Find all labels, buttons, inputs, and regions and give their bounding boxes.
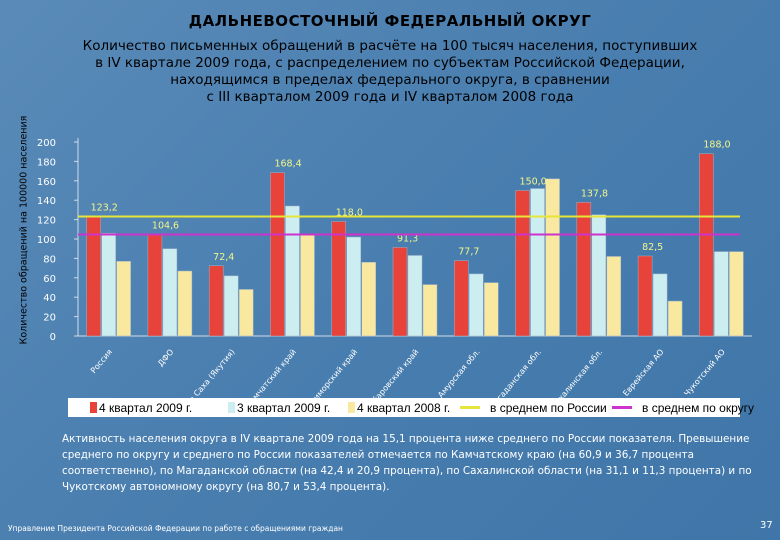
y-tick-label: 80 — [43, 254, 56, 265]
legend-swatch — [228, 402, 235, 413]
legend-label: 4 квартал 2009 г. — [99, 400, 193, 415]
y-tick-label: 100 — [37, 235, 56, 246]
bar — [285, 205, 300, 337]
bar — [545, 178, 560, 337]
bar — [667, 300, 683, 337]
data-label: 118,0 — [336, 208, 363, 219]
legend-label: 3 квартал 2009 г. — [237, 400, 331, 415]
bar — [576, 202, 592, 337]
bar — [116, 261, 131, 337]
bar — [652, 273, 668, 337]
bar — [101, 232, 116, 337]
bar — [637, 255, 653, 337]
data-label: 104,6 — [152, 221, 179, 232]
bar — [606, 256, 622, 337]
bar — [699, 153, 714, 337]
subtitle-line: в IV квартале 2009 года, с распределение… — [95, 55, 685, 71]
legend-item-russia-avg: в среднем по России — [460, 400, 607, 415]
summary-text: Активность населения округа в IV квартал… — [62, 433, 752, 493]
bar — [392, 247, 408, 337]
x-tick-label: Хабаровский край — [364, 348, 420, 400]
bar — [361, 262, 376, 337]
bar-chart: 0 20 40 60 80 100 120 140 160 180 200 123,2 Россия 10… — [37, 138, 752, 400]
legend-item-district-avg: в среднем по округу — [612, 400, 754, 415]
y-tick-label: 40 — [43, 293, 56, 304]
legend-label: в среднем по России — [490, 400, 607, 415]
chart-subtitle: Количество письменных обращений в расчёт… — [30, 38, 750, 106]
y-tick-label: 160 — [37, 177, 56, 188]
x-tick-label: Магаданская обл. — [488, 348, 543, 400]
x-tick-label: Чукотский АО — [682, 348, 727, 399]
legend-item-q4-2009: 4 квартал 2009 г. — [90, 400, 192, 415]
subtitle-line: находящимся в пределах федерального окру… — [170, 72, 610, 88]
bar — [407, 255, 423, 337]
bar — [208, 265, 224, 337]
bar — [729, 251, 744, 337]
bar — [591, 214, 607, 337]
data-label: 150,0 — [520, 177, 547, 188]
y-tick-label: 120 — [37, 216, 56, 227]
x-tick-label: ДФО — [156, 348, 175, 369]
data-label: 123,2 — [91, 202, 118, 213]
page-number: 37 — [760, 520, 773, 531]
x-tick-label: Сахалинская обл. — [549, 348, 604, 400]
page-title: ДАЛЬНЕВОСТОЧНЫЙ ФЕДЕРАЛЬНЫЙ ОКРУГ — [188, 12, 592, 30]
data-label: 91,3 — [397, 233, 418, 244]
data-label: 188,0 — [703, 140, 730, 151]
y-tick-label: 140 — [37, 196, 56, 207]
bar — [515, 190, 530, 337]
data-label: 137,8 — [581, 188, 608, 199]
footer-text: Управление Президента Российской Федерац… — [8, 524, 343, 533]
bar — [238, 289, 254, 337]
data-label: 77,7 — [458, 247, 479, 258]
bar — [270, 172, 285, 337]
bar — [223, 275, 239, 337]
legend-swatch — [348, 402, 355, 413]
data-label: 72,4 — [213, 252, 234, 263]
legend-label: 4 квартал 2008 г. — [357, 400, 451, 415]
x-tick-label: Камчатский край — [244, 348, 298, 400]
bar — [530, 188, 545, 337]
subtitle-line: Количество письменных обращений в расчёт… — [82, 38, 698, 54]
data-label: 168,4 — [274, 159, 301, 170]
x-tick-label: Россия — [89, 347, 114, 375]
x-tick-label: Приморский край — [304, 348, 359, 400]
legend-item-q3-2009: 3 квартал 2009 г. — [228, 400, 330, 415]
bar — [300, 233, 315, 337]
bar — [346, 236, 361, 337]
y-tick-label: 20 — [43, 313, 56, 324]
y-tick-label: 60 — [43, 274, 56, 285]
bar — [177, 270, 193, 337]
legend-swatch — [90, 402, 97, 413]
bar — [714, 251, 729, 337]
data-label: 82,5 — [642, 242, 663, 253]
x-tick-label: Еврейская АО — [621, 348, 665, 398]
bar — [469, 273, 484, 337]
subtitle-line: с III кварталом 2009 года и IV кварталом… — [206, 89, 574, 105]
legend-label: в среднем по округу — [642, 400, 755, 415]
legend-line — [460, 406, 480, 409]
legend-line — [612, 406, 632, 409]
bar — [147, 234, 163, 337]
x-tick-label: Амурская обл. — [436, 348, 482, 400]
y-tick-label: 180 — [37, 157, 56, 168]
bar — [331, 221, 346, 337]
bar — [422, 284, 438, 337]
bar — [162, 248, 178, 337]
y-tick-label: 0 — [50, 332, 56, 343]
chart-legend: 4 квартал 2009 г. 3 квартал 2009 г. 4 кв… — [68, 398, 754, 417]
legend-item-q4-2008: 4 квартал 2008 г. — [348, 400, 450, 415]
bar — [484, 282, 499, 337]
y-tick-label: 200 — [37, 138, 56, 149]
bar — [454, 260, 469, 337]
